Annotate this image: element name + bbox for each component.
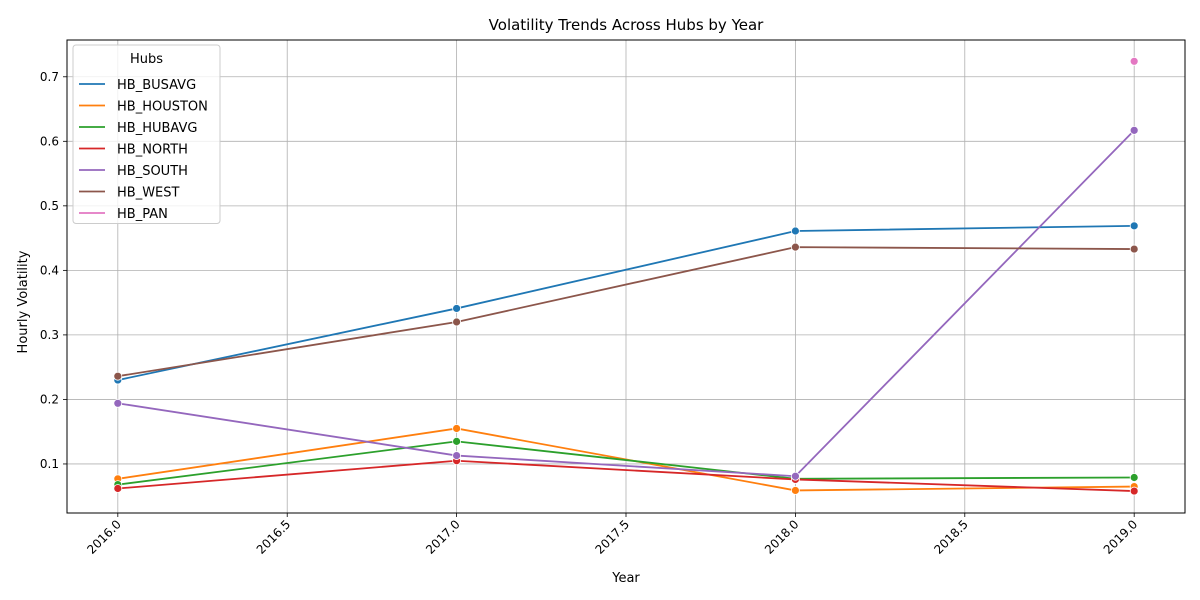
series-line-hb-busavg (117, 224, 1135, 381)
data-point-hb-south (790, 471, 800, 481)
legend-label-hb-south: HB_SOUTH (117, 164, 188, 179)
y-axis: 0.1 0.2 0.3 0.4 0.5 0.6 0.7 (40, 70, 67, 471)
y-tick-label: 0.6 (40, 134, 59, 148)
data-point-hb-south (452, 451, 462, 460)
legend-box (72, 44, 221, 224)
data-point-hb-hubavg (1129, 473, 1139, 482)
y-tick-label: 0.2 (40, 392, 59, 406)
data-point-hb-west (452, 317, 462, 327)
data-point-hb-south (1129, 125, 1139, 135)
series-hb-south (113, 125, 1139, 481)
legend-label-hb-hubavg: HB_HUBAVG (117, 121, 197, 136)
y-tick-label: 0.5 (40, 199, 59, 213)
data-point-hb-west (1129, 244, 1139, 254)
series-line-hb-south (117, 129, 1135, 478)
y-tick-label: 0.7 (40, 70, 59, 84)
series-line-hb-hubavg (117, 440, 1135, 486)
data-point-hb-busavg (1129, 221, 1139, 231)
series-hb-west (113, 242, 1139, 381)
legend-title: Hubs (130, 52, 163, 67)
legend-label-hb-busavg: HB_BUSAVG (117, 78, 196, 93)
legend-label-hb-houston: HB_HOUSTON (117, 100, 208, 115)
y-tick-label: 0.3 (40, 328, 59, 342)
data-point-hb-north (1129, 486, 1139, 496)
series-hb-pan (1129, 56, 1139, 66)
data-point-hb-houston (452, 424, 462, 433)
series-layer (113, 56, 1139, 496)
y-tick-label: 0.4 (40, 263, 59, 277)
legend-label-hb-west: HB_WEST (117, 186, 180, 201)
chart-title: Volatility Trends Across Hubs by Year (489, 16, 764, 34)
data-point-hb-hubavg (452, 436, 462, 446)
data-point-hb-busavg (452, 304, 462, 313)
data-point-hb-busavg (790, 226, 800, 236)
legend: Hubs HB_BUSAVG HB_HOUSTON HB_HUBAVG HB_NORTH… (72, 44, 221, 224)
data-point-hb-south (113, 398, 123, 408)
series-line-hb-north (117, 459, 1135, 492)
data-point-hb-west (113, 371, 123, 381)
legend-label-hb-pan: HB_PAN (117, 207, 168, 222)
data-point-hb-west (790, 242, 800, 252)
y-tick-label: 0.1 (40, 457, 59, 471)
y-axis-label: Hourly Volatility (16, 250, 31, 353)
data-point-hb-houston (790, 486, 800, 495)
x-axis-label: Year (611, 571, 640, 586)
data-point-hb-pan (1129, 56, 1139, 66)
series-line-hb-west (117, 246, 1135, 378)
data-point-hb-north (113, 484, 123, 493)
legend-label-hb-north: HB_NORTH (117, 143, 188, 158)
